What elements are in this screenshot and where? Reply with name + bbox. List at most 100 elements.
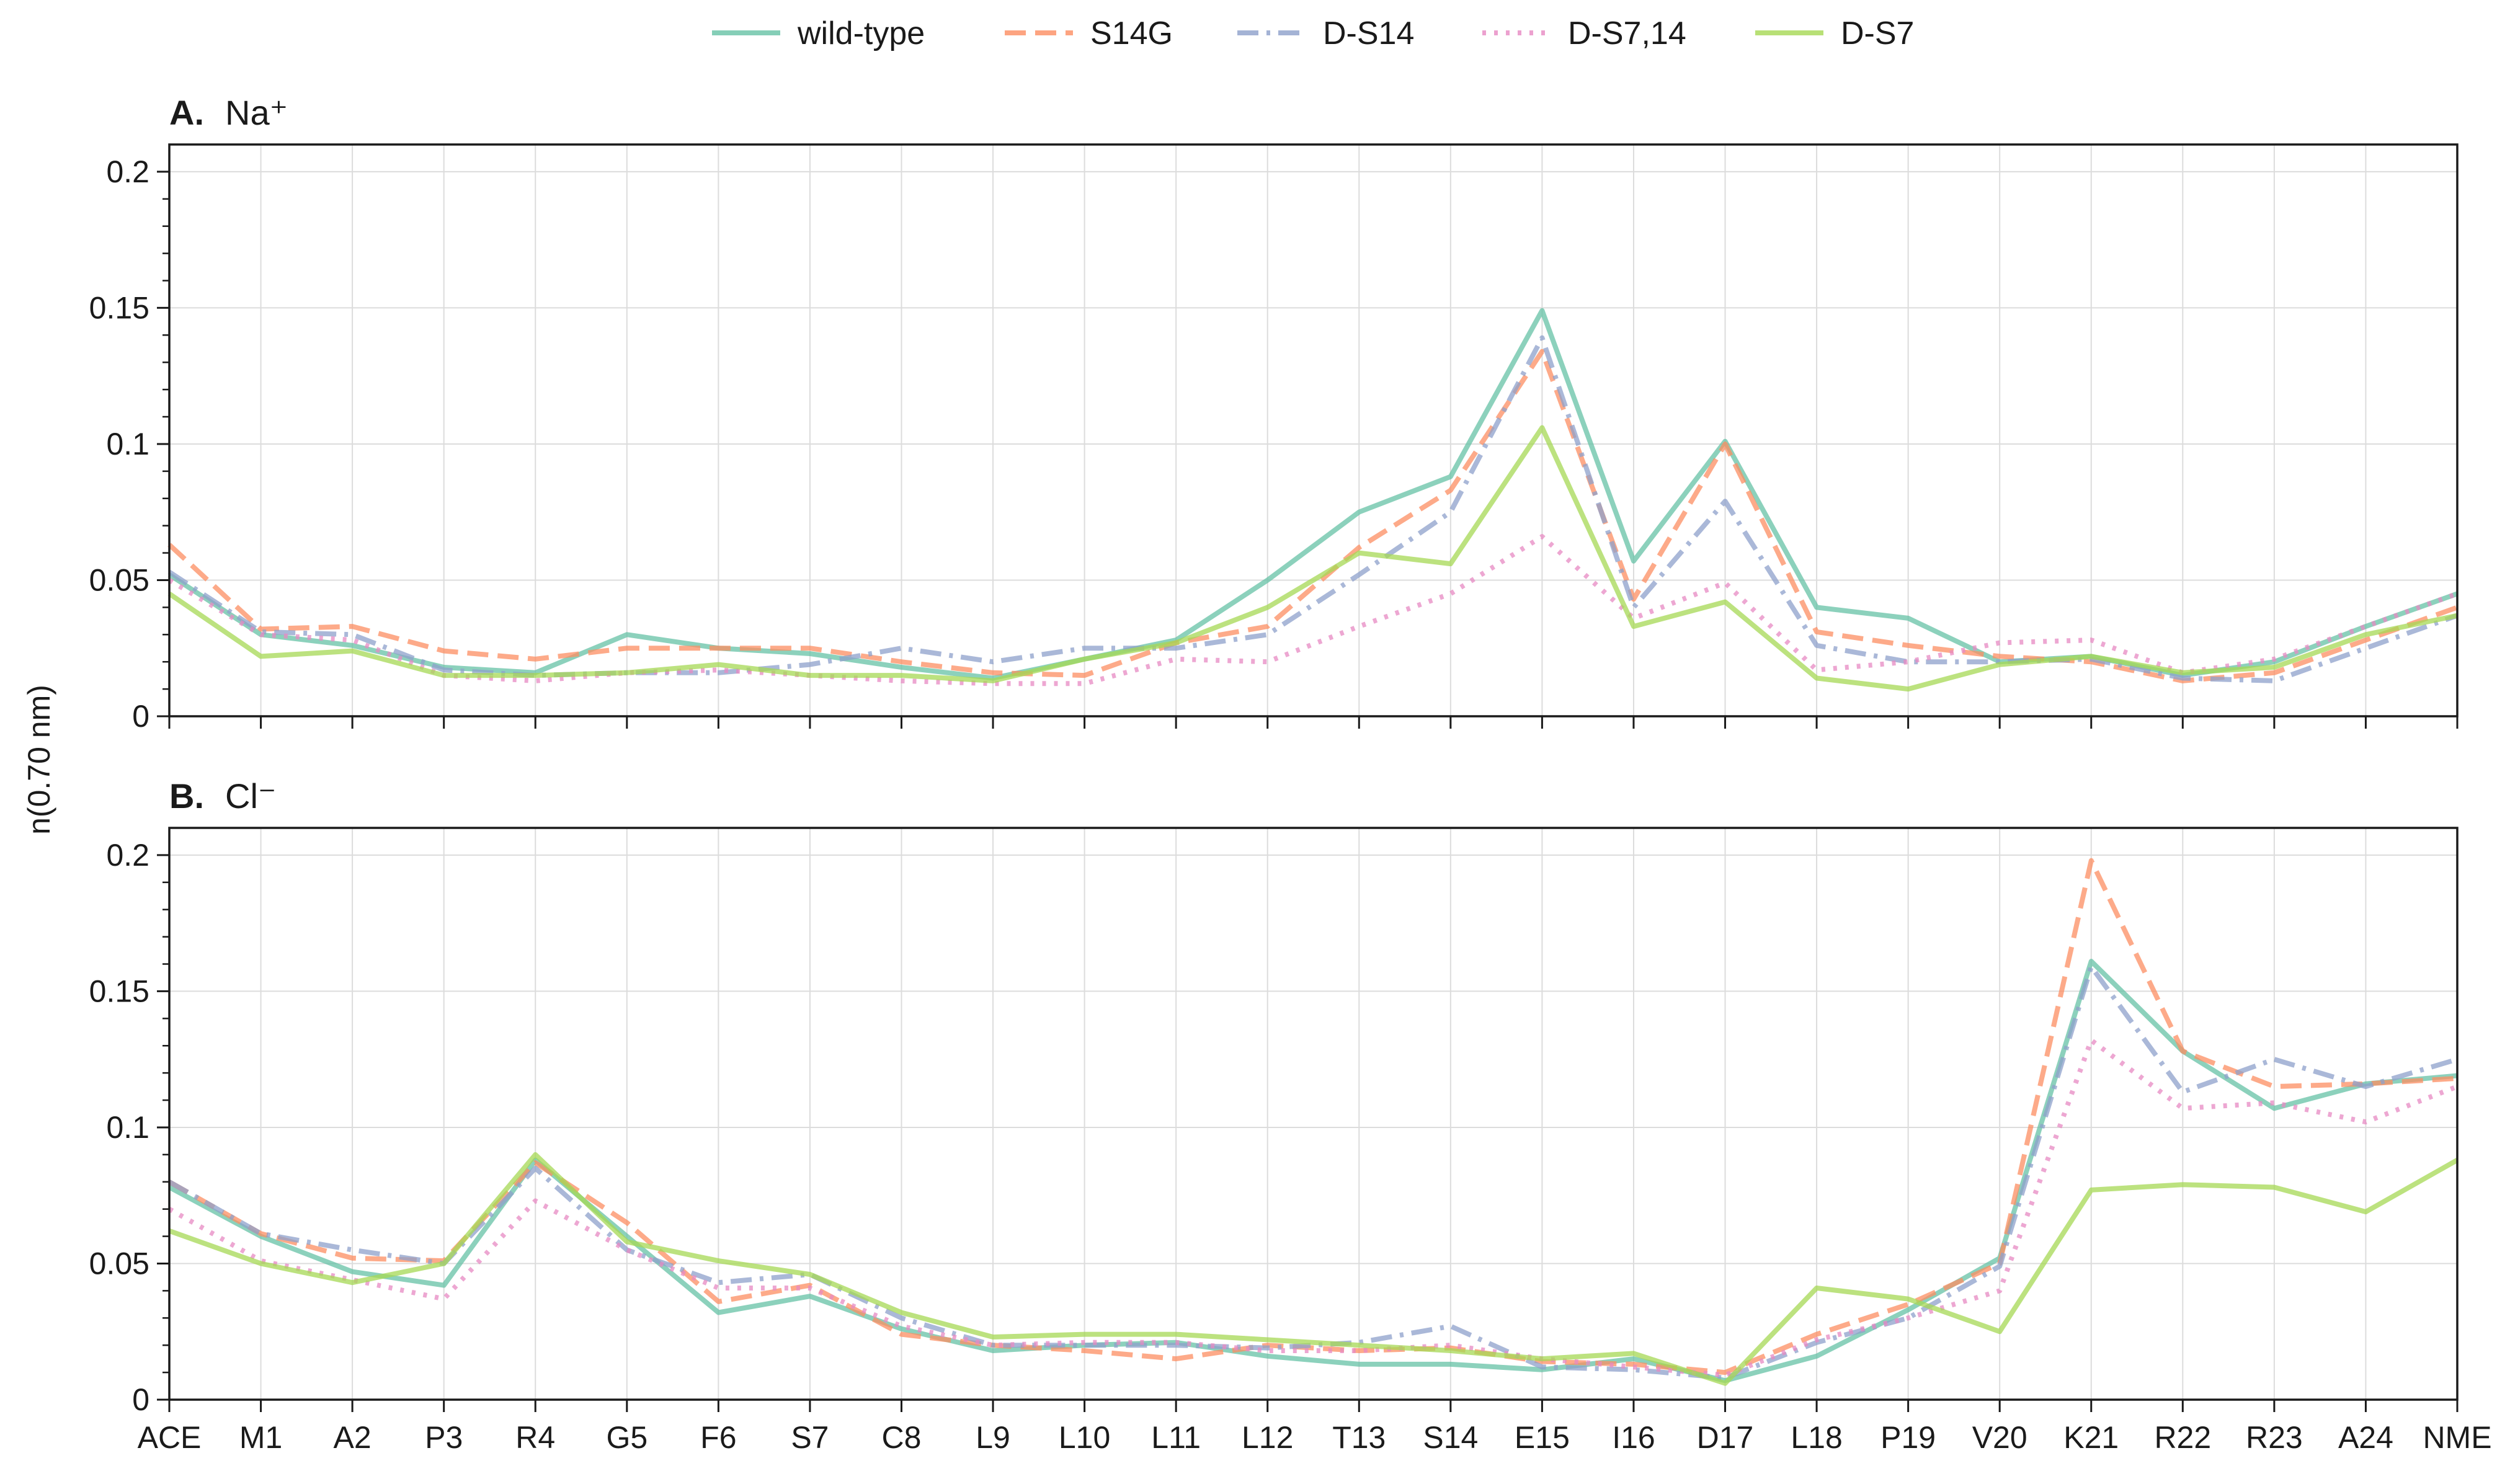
data-point: [1906, 1307, 1911, 1312]
panel-letter: B.: [169, 776, 204, 815]
y-tick-label: 0.15: [89, 974, 149, 1008]
data-point: [533, 673, 538, 678]
x-tick-label: I16: [1612, 1420, 1655, 1455]
data-point: [350, 1269, 355, 1274]
data-point: [899, 1332, 904, 1337]
data-point: [1448, 1362, 1453, 1367]
data-point: [1723, 600, 1728, 605]
plot-frame: [168, 827, 2459, 1401]
data-point: [1356, 551, 1361, 556]
panel-letter: A.: [169, 93, 204, 132]
data-point: [1448, 561, 1453, 566]
data-point: [1997, 1329, 2002, 1334]
data-point: [1082, 1348, 1087, 1353]
data-point: [1631, 1364, 1636, 1369]
data-point: [990, 678, 995, 683]
data-point: [1265, 1337, 1270, 1342]
x-tick-label: P3: [425, 1420, 463, 1455]
x-tick-label: R22: [2154, 1420, 2211, 1455]
data-point: [1265, 659, 1270, 664]
data-point: [1814, 1354, 1819, 1359]
data-point: [2180, 676, 2185, 681]
data-point: [1906, 643, 1911, 648]
data-point: [625, 632, 630, 637]
series-line-d-s7: [167, 425, 2458, 692]
data-point: [716, 1280, 721, 1285]
data-point: [2272, 670, 2277, 675]
data-point: [808, 673, 812, 678]
data-point: [2363, 646, 2368, 651]
panel-ion-title: Cl⁻: [225, 776, 276, 815]
x-tick-label: V20: [1972, 1420, 2027, 1455]
data-point: [2363, 1209, 2368, 1214]
data-point: [899, 678, 904, 683]
data-point: [1265, 577, 1270, 582]
data-point: [1082, 1340, 1087, 1345]
data-point: [350, 1256, 355, 1261]
data-point: [1723, 442, 1728, 447]
data-point: [1723, 499, 1728, 504]
data-point: [1082, 657, 1087, 662]
x-tick-label: L11: [1151, 1420, 1201, 1455]
x-tick-label: R4: [515, 1420, 555, 1455]
legend-label: S14G: [1090, 16, 1173, 51]
legend-label: D-S14: [1323, 16, 1414, 51]
data-point: [2272, 1106, 2277, 1111]
data-point: [1814, 667, 1819, 672]
data-point: [1356, 1362, 1361, 1367]
data-point: [1631, 1351, 1636, 1356]
series-line-wild-type: [168, 959, 2458, 1384]
series-line-d-s7-14: [167, 534, 2459, 686]
data-point: [1906, 659, 1911, 664]
data-point: [1539, 425, 1544, 430]
x-tick-label: E15: [1515, 1420, 1570, 1455]
panel-b-chloride: 0 0.05 0.1 0.15 0.2 ACE M1 A2 P3 R4 G5 F6 S7 C8 L9 L10 L…: [89, 776, 2492, 1455]
data-point: [1082, 681, 1087, 686]
series-line-d-s7: [168, 1152, 2459, 1386]
data-point: [1356, 624, 1361, 629]
data-point: [1173, 1340, 1178, 1345]
y-tick-label: 0.05: [89, 1246, 149, 1281]
y-tick-label: 0: [132, 1382, 149, 1417]
data-point: [259, 1261, 264, 1266]
data-point: [1814, 643, 1819, 648]
data-point: [1173, 1356, 1178, 1361]
x-tick-label: A2: [334, 1420, 372, 1455]
data-point: [442, 667, 447, 672]
data-point: [1906, 1302, 1911, 1307]
y-tick-label: 0.2: [106, 154, 149, 189]
data-point: [808, 651, 812, 656]
data-point: [1082, 673, 1087, 678]
data-point: [442, 1261, 447, 1266]
data-point: [899, 673, 904, 678]
y-tick-label: 0.05: [89, 562, 149, 597]
data-point: [2089, 638, 2094, 642]
data-point: [2272, 1057, 2277, 1062]
data-point: [1631, 559, 1636, 564]
data-point: [1265, 1354, 1270, 1359]
data-point: [1814, 629, 1819, 634]
data-point: [1631, 1356, 1636, 1361]
data-point: [350, 1248, 355, 1253]
data-point: [533, 1166, 538, 1171]
data-point: [533, 657, 538, 662]
data-point: [2089, 1188, 2094, 1193]
panel-ion-title: Na⁺: [225, 93, 288, 132]
data-point: [808, 646, 812, 651]
data-point: [1448, 1343, 1453, 1348]
data-point: [1814, 676, 1819, 681]
data-point: [808, 1286, 812, 1291]
data-point: [716, 662, 721, 667]
data-point: [2363, 1084, 2368, 1089]
data-point: [2180, 1090, 2185, 1095]
data-point: [1997, 654, 2002, 659]
data-point: [350, 624, 355, 629]
data-point: [808, 1272, 812, 1277]
x-tick-label: S7: [791, 1420, 829, 1455]
data-point: [716, 1258, 721, 1263]
data-point: [1356, 1343, 1361, 1348]
data-point: [1539, 534, 1544, 539]
data-point: [2089, 1037, 2094, 1042]
data-point: [1448, 474, 1453, 479]
data-point: [533, 678, 538, 683]
